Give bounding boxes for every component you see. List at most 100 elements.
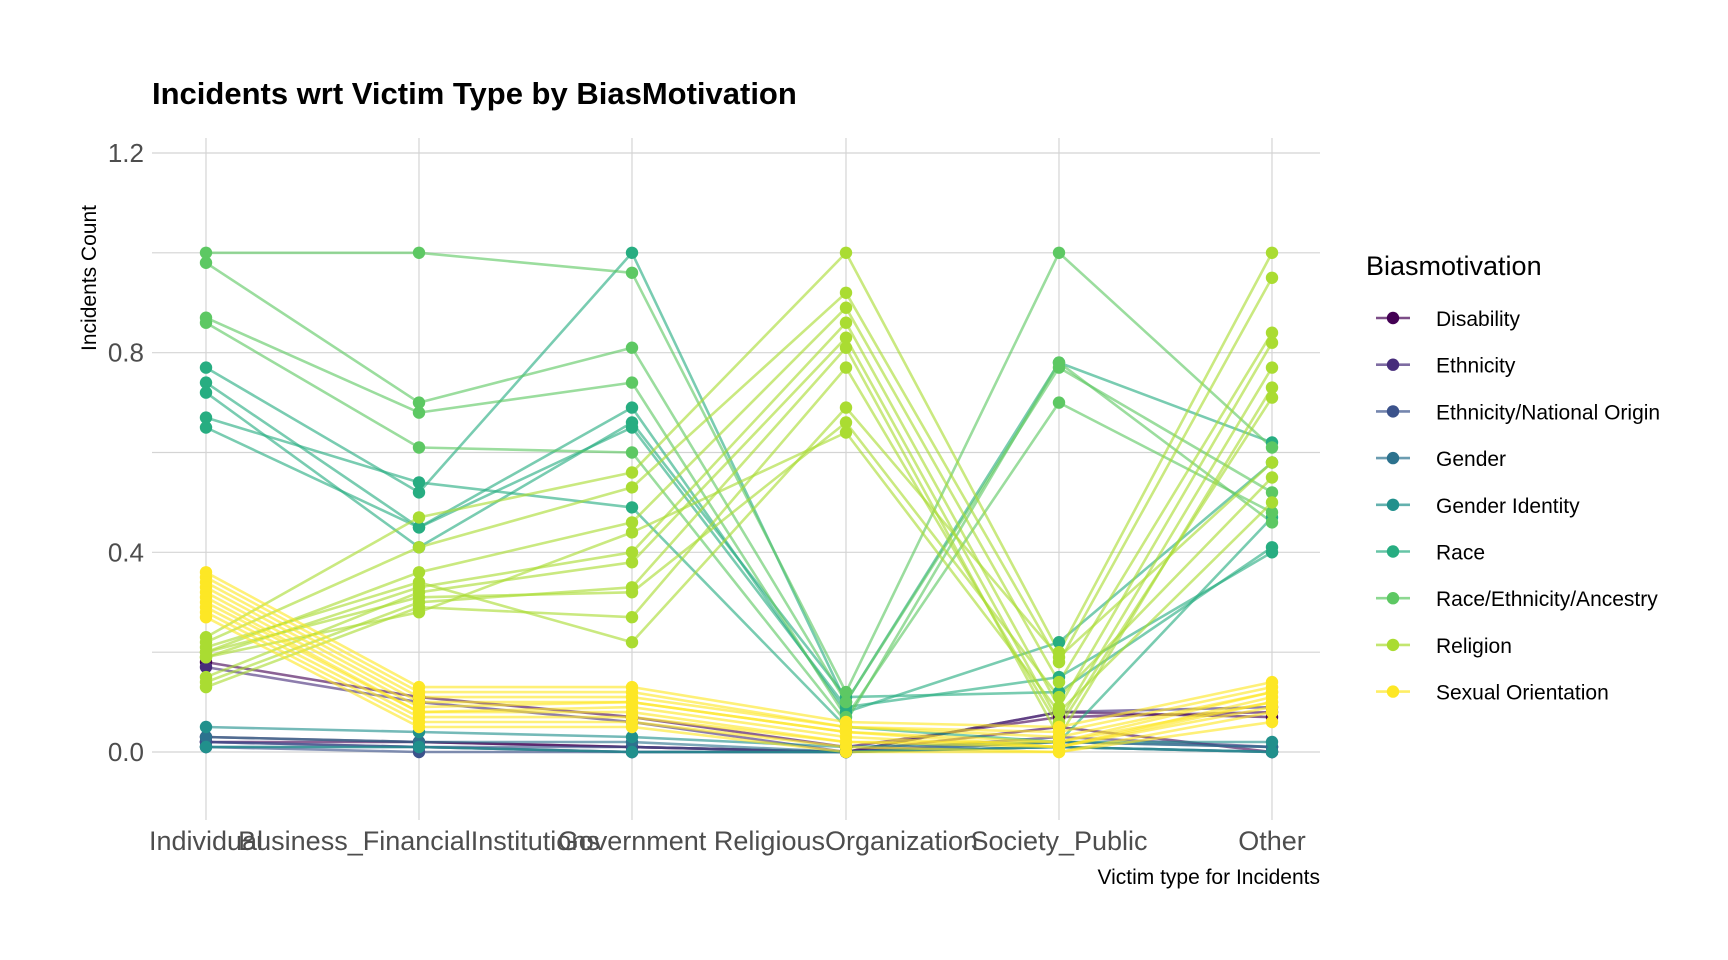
data-point-religion bbox=[1052, 675, 1066, 689]
legend-label: Ethnicity/National Origin bbox=[1436, 401, 1660, 424]
data-point-sexual-orientation bbox=[625, 720, 639, 734]
series-line-race bbox=[205, 391, 1273, 699]
data-point-religion bbox=[412, 541, 426, 554]
data-point-religion bbox=[412, 576, 426, 589]
series-line-race-ethnicity-ancestry bbox=[205, 321, 1273, 724]
data-point-religion bbox=[1265, 336, 1279, 349]
legend-title: Biasmotivation bbox=[1366, 251, 1542, 281]
data-point-ethnicity bbox=[199, 660, 213, 674]
data-point-gender-identity bbox=[625, 745, 639, 759]
legend-key-point bbox=[1386, 545, 1400, 558]
x-tick-label: Other bbox=[1238, 826, 1306, 856]
data-point-race-ethnicity-ancestry bbox=[625, 376, 639, 389]
series-line-religion bbox=[205, 251, 1274, 654]
legend-item-ethnicity-national-origin: Ethnicity/National Origin bbox=[1376, 401, 1660, 424]
data-point-religion bbox=[1265, 496, 1279, 509]
y-tick-label: 0.8 bbox=[108, 338, 144, 368]
series-line-religion bbox=[205, 277, 1274, 664]
data-point-religion bbox=[839, 416, 853, 429]
x-axis-title: Victim type for Incidents bbox=[1097, 866, 1320, 889]
data-point-religion bbox=[1052, 705, 1066, 719]
y-tick-label: 0.0 bbox=[108, 737, 144, 767]
data-point-religion bbox=[625, 611, 639, 624]
legend-item-sexual-orientation: Sexual Orientation bbox=[1376, 682, 1609, 705]
legend-key-point bbox=[1386, 638, 1400, 652]
data-point-religion bbox=[199, 651, 213, 664]
data-point-race bbox=[625, 501, 639, 514]
series-line-race bbox=[205, 426, 1273, 709]
data-point-religion bbox=[1265, 456, 1279, 469]
legend-item-race-ethnicity-ancestry: Race/Ethnicity/Ancestry bbox=[1376, 588, 1658, 611]
data-point-race bbox=[412, 476, 426, 489]
data-point-religion bbox=[1265, 271, 1279, 284]
data-point-race-ethnicity-ancestry bbox=[839, 685, 853, 699]
data-point-race bbox=[625, 421, 639, 434]
data-point-religion bbox=[625, 546, 639, 559]
data-point-race-ethnicity-ancestry bbox=[1052, 246, 1066, 259]
x-tick-label: Government bbox=[558, 826, 707, 856]
data-point-race bbox=[199, 376, 213, 389]
data-point-sexual-orientation bbox=[199, 611, 213, 624]
data-point-religion bbox=[625, 586, 639, 599]
data-point-religion bbox=[1265, 471, 1279, 484]
data-point-religion bbox=[412, 606, 426, 619]
series-line-gender-identity bbox=[205, 725, 1272, 749]
series-line-race-ethnicity-ancestry bbox=[205, 316, 1273, 719]
series-line-sexual-orientation bbox=[205, 571, 1273, 729]
data-point-religion bbox=[625, 556, 639, 569]
data-point-religion bbox=[412, 566, 426, 579]
data-point-religion bbox=[625, 481, 639, 494]
data-point-race-ethnicity-ancestry bbox=[412, 396, 426, 409]
data-point-race-ethnicity-ancestry bbox=[412, 406, 426, 419]
data-point-gender-identity bbox=[625, 730, 639, 744]
data-point-religion bbox=[199, 680, 213, 694]
series-line-religion bbox=[205, 406, 1273, 659]
series-line-race bbox=[205, 416, 1273, 744]
legend: Disability Ethnicity Ethnicity/National Or… bbox=[1376, 308, 1660, 705]
legend-label: Ethnicity bbox=[1436, 355, 1516, 378]
legend-item-religion: Religion bbox=[1376, 635, 1512, 658]
data-point-race-ethnicity-ancestry bbox=[1052, 396, 1066, 409]
data-point-religion bbox=[1265, 326, 1279, 339]
data-point-religion bbox=[839, 286, 853, 299]
series-line-sexual-orientation bbox=[205, 611, 1273, 754]
data-point-race-ethnicity-ancestry bbox=[839, 695, 853, 709]
series-line-religion bbox=[205, 321, 1274, 709]
legend-label: Religion bbox=[1436, 635, 1512, 658]
data-point-race-ethnicity-ancestry bbox=[412, 441, 426, 454]
data-point-race-ethnicity-ancestry bbox=[1052, 356, 1066, 369]
data-point-race-ethnicity-ancestry bbox=[625, 341, 639, 354]
legend-key-point bbox=[1386, 311, 1400, 325]
data-point-race-ethnicity-ancestry bbox=[1265, 516, 1279, 529]
data-point-religion bbox=[839, 316, 853, 329]
y-axis-title: Incidents Count bbox=[78, 205, 101, 351]
data-point-race-ethnicity-ancestry bbox=[625, 446, 639, 459]
legend-label: Race bbox=[1436, 542, 1485, 565]
data-point-race-ethnicity-ancestry bbox=[199, 246, 213, 259]
data-point-religion bbox=[1265, 391, 1279, 404]
series-line-sexual-orientation bbox=[205, 576, 1273, 734]
legend-key-point bbox=[1386, 498, 1400, 511]
data-point-sexual-orientation bbox=[1265, 715, 1279, 729]
legend-label: Gender bbox=[1436, 448, 1506, 471]
data-point-gender bbox=[199, 730, 213, 744]
legend-label: Sexual Orientation bbox=[1436, 682, 1609, 705]
data-point-race-ethnicity-ancestry bbox=[199, 256, 213, 269]
data-point-race-ethnicity-ancestry bbox=[1265, 486, 1279, 499]
x-tick-label: Individual bbox=[149, 826, 263, 856]
legend-item-gender: Gender bbox=[1376, 448, 1506, 471]
data-point-gender-identity bbox=[1265, 735, 1279, 749]
series-line-religion bbox=[205, 421, 1273, 699]
x-tick-label: Business_FinancialInstitutions bbox=[238, 826, 600, 856]
series-lines bbox=[205, 251, 1274, 754]
series-line-disability bbox=[205, 660, 1273, 749]
data-point-religion bbox=[839, 301, 853, 314]
data-point-gender-identity bbox=[412, 740, 426, 754]
legend-key-point bbox=[1386, 358, 1400, 371]
data-point-religion bbox=[625, 636, 639, 649]
data-point-race bbox=[625, 246, 639, 259]
legend-label: Race/Ethnicity/Ancestry bbox=[1436, 588, 1658, 611]
x-tick-label: ReligiousOrganization bbox=[714, 826, 978, 856]
data-point-religion bbox=[625, 526, 639, 539]
